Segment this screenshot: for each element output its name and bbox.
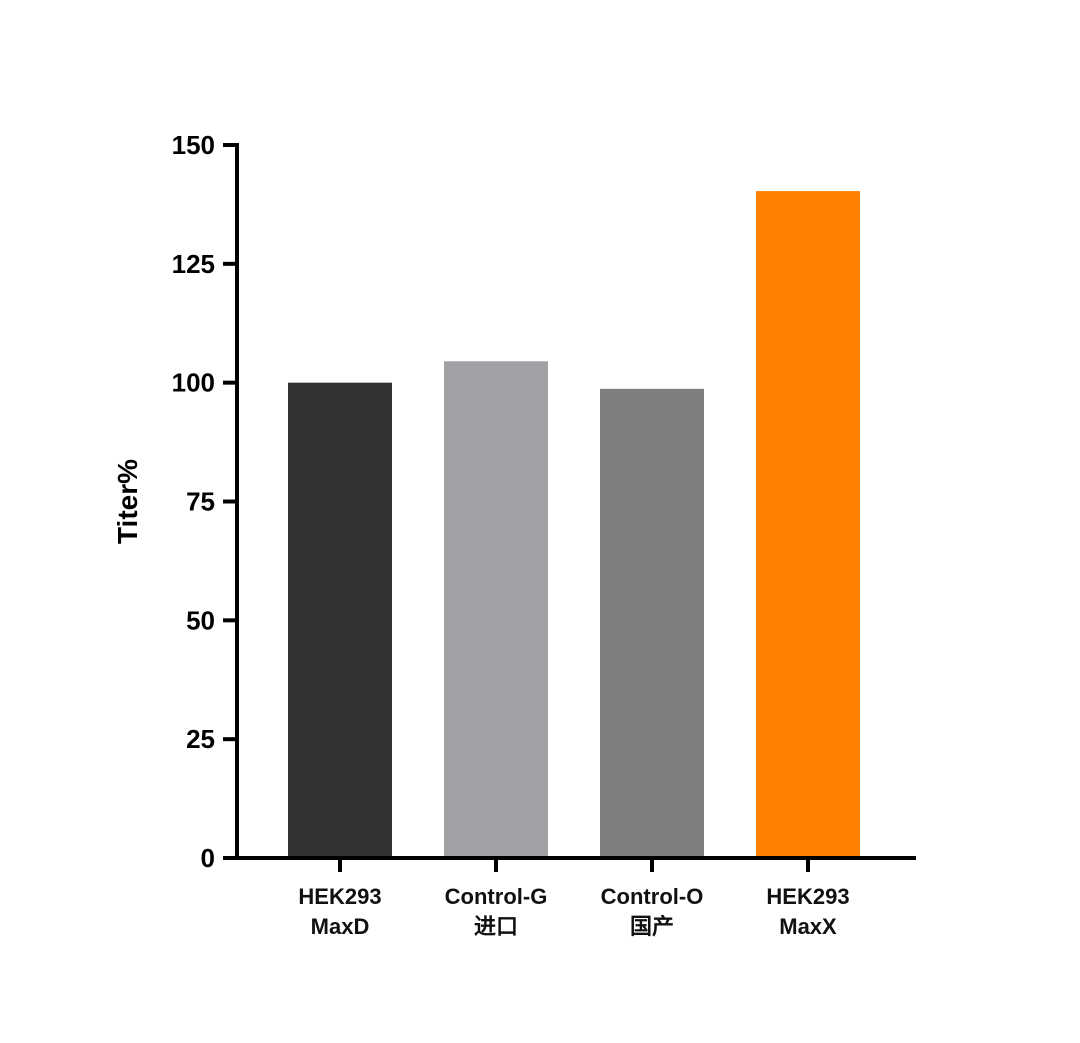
x-tick-label: Control-O 国产 — [601, 884, 704, 939]
bar — [444, 361, 548, 858]
x-tick-label-line: Control-G — [445, 884, 548, 909]
bars — [288, 191, 860, 859]
x-tick-label: HEK293 MaxD — [298, 884, 381, 939]
x-tick-label-line: HEK293 — [766, 884, 849, 909]
y-tick-label: 100 — [172, 368, 215, 398]
x-tick-label: Control-G 进口 — [445, 884, 548, 939]
y-axis-title: Titer% — [112, 459, 143, 544]
x-axis-ticks: HEK293 MaxD Control-G 进口 Control-O 国产 HEK293 Ma… — [298, 858, 850, 939]
y-tick-label: 25 — [186, 724, 215, 754]
x-tick-label-line: MaxD — [311, 914, 370, 939]
y-tick-label: 150 — [172, 130, 215, 160]
x-tick-label-line: Control-O — [601, 884, 704, 909]
y-tick-label: 0 — [201, 843, 215, 873]
y-tick-label: 50 — [186, 605, 215, 635]
x-tick-label-line: 进口 — [474, 914, 518, 939]
y-axis-ticks: 0 25 50 75 100 125 150 — [172, 130, 237, 873]
x-tick-label-line: HEK293 — [298, 884, 381, 909]
x-tick-label-line: MaxX — [779, 914, 837, 939]
bar — [600, 388, 704, 858]
y-tick-label: 125 — [172, 249, 215, 279]
bar — [756, 191, 860, 859]
bar — [288, 382, 392, 858]
x-tick-label: HEK293 MaxX — [766, 884, 849, 939]
x-tick-label-line: 国产 — [630, 914, 674, 939]
y-tick-label: 75 — [186, 487, 215, 517]
